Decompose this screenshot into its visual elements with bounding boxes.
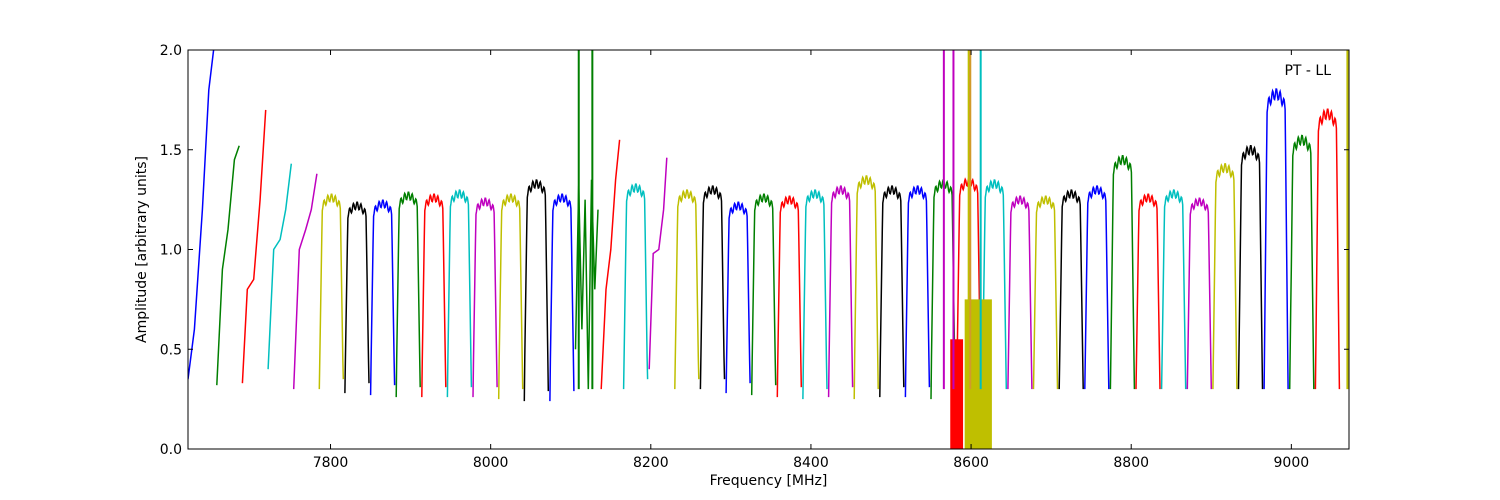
y-tick-label: 1.5 bbox=[160, 143, 182, 159]
series-line-22 bbox=[750, 193, 777, 396]
series-line-26 bbox=[853, 175, 879, 400]
series-line-14 bbox=[549, 193, 575, 402]
series-line-extra-11 bbox=[1237, 144, 1264, 390]
series-line-0 bbox=[188, 50, 215, 380]
x-axis-ticks: 7800 8000 8200 8400 8600 8800 9000 bbox=[313, 50, 1309, 471]
series-line-25 bbox=[827, 185, 854, 398]
plot-area bbox=[188, 50, 1349, 449]
series-line-5 bbox=[318, 193, 345, 390]
series-line-7 bbox=[369, 199, 396, 396]
series-line-27 bbox=[879, 185, 905, 398]
x-tick-label: 8200 bbox=[633, 455, 669, 471]
series-line-20 bbox=[699, 185, 726, 390]
series-line-extra-13 bbox=[1288, 134, 1315, 390]
series-line-10 bbox=[446, 189, 473, 398]
series-line-extra-8 bbox=[1160, 189, 1187, 390]
y-tick-label: 0.5 bbox=[160, 342, 182, 358]
chart-annotation: PT - LL bbox=[1284, 63, 1331, 79]
series-line-16 bbox=[600, 139, 621, 390]
x-tick-label: 9000 bbox=[1274, 455, 1310, 471]
y-axis-label: Amplitude [arbitrary units] bbox=[134, 156, 150, 343]
series-line-extra-3 bbox=[1032, 195, 1059, 390]
series-line-9 bbox=[421, 193, 447, 398]
series-line-6 bbox=[344, 201, 370, 394]
series-line-24 bbox=[802, 189, 828, 400]
series-line-28 bbox=[904, 185, 931, 398]
x-axis-label: Frequency [MHz] bbox=[710, 473, 828, 489]
series-line-extra-10 bbox=[1212, 163, 1238, 390]
series-line-3 bbox=[267, 163, 293, 370]
series-line-12 bbox=[497, 193, 524, 400]
rfi-fill-0 bbox=[950, 339, 964, 449]
series-line-extra-4 bbox=[1058, 189, 1084, 390]
series-line-2 bbox=[241, 109, 267, 384]
series-line-extra-6 bbox=[1109, 155, 1136, 390]
y-tick-label: 0.0 bbox=[160, 442, 182, 458]
x-tick-label: 7800 bbox=[313, 455, 349, 471]
series-line-8 bbox=[395, 191, 421, 398]
series-line-extra-1 bbox=[981, 179, 1008, 390]
series-line-11 bbox=[472, 197, 498, 398]
series-line-extra-7 bbox=[1135, 193, 1161, 390]
y-tick-label: 2.0 bbox=[160, 43, 182, 59]
series-line-extra-9 bbox=[1186, 197, 1213, 390]
plot-frame bbox=[187, 49, 1350, 450]
series-line-extra-2 bbox=[1007, 195, 1033, 390]
x-tick-label: 8400 bbox=[793, 455, 829, 471]
series-line-13 bbox=[523, 179, 550, 402]
series-line-extra-5 bbox=[1084, 185, 1110, 390]
x-tick-label: 8800 bbox=[1113, 455, 1149, 471]
x-tick-label: 8000 bbox=[473, 455, 509, 471]
x-tick-label: 8600 bbox=[953, 455, 989, 471]
series-line-18 bbox=[648, 157, 668, 370]
series-line-1 bbox=[216, 145, 240, 386]
series-line-extra-12 bbox=[1263, 88, 1289, 390]
series-line-19 bbox=[674, 189, 700, 390]
y-tick-label: 1.0 bbox=[160, 243, 182, 259]
series-line-17 bbox=[622, 183, 649, 390]
series-line-4 bbox=[292, 173, 318, 390]
series-line-23 bbox=[776, 195, 803, 398]
series-line-extra-14 bbox=[1314, 108, 1341, 390]
series-line-21 bbox=[725, 201, 751, 394]
y-axis-ticks: 0.0 0.5 1.0 1.5 2.0 bbox=[160, 43, 1349, 458]
